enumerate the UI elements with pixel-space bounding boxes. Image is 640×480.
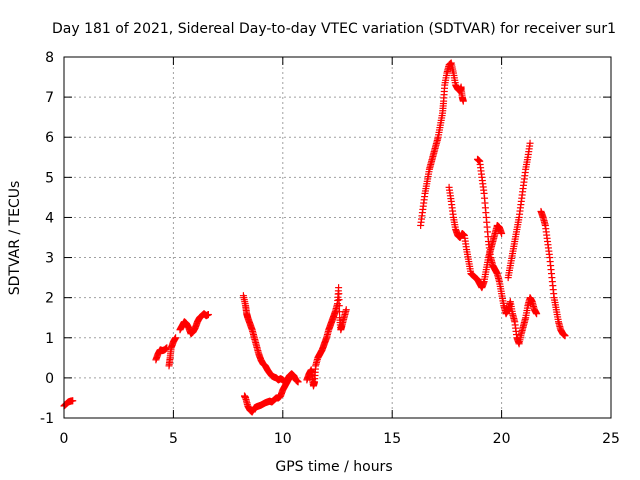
data-point (533, 310, 541, 318)
y-tick-label: 8 (45, 50, 54, 66)
x-tick-label: 15 (383, 431, 401, 447)
y-tick-label: 3 (45, 251, 54, 267)
data-point (498, 229, 506, 237)
y-axis-label: SDTVAR / TECUs (7, 181, 23, 296)
data-point (459, 97, 467, 105)
data-point (290, 372, 298, 380)
y-tick-label: 6 (45, 130, 54, 146)
data-point (335, 290, 343, 298)
data-point (294, 378, 302, 386)
data-point (342, 306, 350, 314)
y-tick-label: 1 (45, 331, 54, 347)
x-tick-label: 25 (602, 431, 620, 447)
data-point (526, 139, 534, 147)
x-tick-label: 10 (274, 431, 292, 447)
x-axis-label: GPS time / hours (275, 459, 392, 475)
y-tick-label: 2 (45, 291, 54, 307)
y-tick-label: -1 (40, 411, 54, 427)
data-point (561, 332, 569, 340)
ticks-layer: 0 5 10 15 20 25 -1 0 1 2 3 4 5 6 7 8 (40, 50, 620, 447)
y-tick-label: 0 (45, 371, 54, 387)
y-tick-label: 7 (45, 90, 54, 106)
points-layer (60, 59, 569, 416)
y-tick-label: 4 (45, 210, 54, 226)
data-point (69, 397, 77, 405)
y-tick-label: 5 (45, 170, 54, 186)
x-tick-label: 20 (493, 431, 511, 447)
x-tick-label: 5 (169, 431, 178, 447)
data-point (172, 334, 180, 342)
data-point (204, 311, 212, 319)
data-point (335, 296, 343, 304)
data-point (335, 308, 343, 316)
plot-frame (63, 56, 612, 419)
chart-title: Day 181 of 2021, Sidereal Day-to-day VTE… (52, 21, 616, 37)
x-tick-label: 0 (60, 431, 69, 447)
data-point (335, 284, 343, 292)
data-point (335, 302, 343, 310)
